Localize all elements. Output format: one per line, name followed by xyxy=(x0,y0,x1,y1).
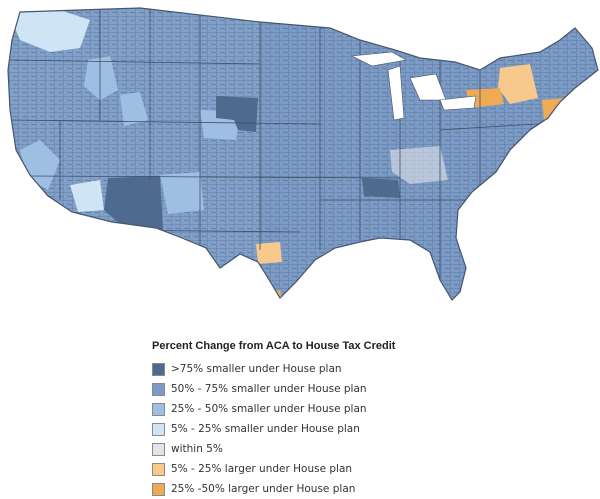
legend-swatch xyxy=(152,362,165,376)
us-county-map xyxy=(7,7,599,301)
legend-item: 5% - 25% smaller under House plan xyxy=(152,419,452,439)
legend-label: >75% smaller under House plan xyxy=(171,363,342,375)
legend-swatch xyxy=(152,382,165,396)
legend-label: 25% - 50% smaller under House plan xyxy=(171,403,367,415)
legend-item: within 5% xyxy=(152,439,452,459)
legend-swatch xyxy=(152,422,165,436)
legend-item: 5% - 25% larger under House plan xyxy=(152,459,452,479)
state-borders xyxy=(8,8,598,290)
legend-swatch xyxy=(152,442,165,456)
legend-swatch xyxy=(152,402,165,416)
legend-item: >75% smaller under House plan xyxy=(152,359,452,379)
legend-label: 50% - 75% smaller under House plan xyxy=(171,383,367,395)
legend-swatch xyxy=(152,462,165,476)
legend-title: Percent Change from ACA to House Tax Cre… xyxy=(152,340,396,352)
legend-item: 50% - 75% smaller under House plan xyxy=(152,379,452,399)
legend-swatch xyxy=(152,482,165,496)
map-legend: Percent Change from ACA to House Tax Cre… xyxy=(152,339,452,499)
legend-label: 5% - 25% smaller under House plan xyxy=(171,423,360,435)
legend-label: within 5% xyxy=(171,443,223,455)
us-outline xyxy=(7,7,599,301)
great-lakes xyxy=(350,51,477,121)
legend-label: 5% - 25% larger under House plan xyxy=(171,463,353,475)
highlighted-regions xyxy=(8,10,568,300)
legend-label: 25% -50% larger under House plan xyxy=(171,483,356,495)
legend-item: 25% -50% larger under House plan xyxy=(152,479,452,499)
legend-items: >75% smaller under House plan 50% - 75% s… xyxy=(152,359,452,499)
county-fill-layer xyxy=(8,8,598,300)
legend-item: 25% - 50% smaller under House plan xyxy=(152,399,452,419)
us-map-svg xyxy=(7,7,599,301)
